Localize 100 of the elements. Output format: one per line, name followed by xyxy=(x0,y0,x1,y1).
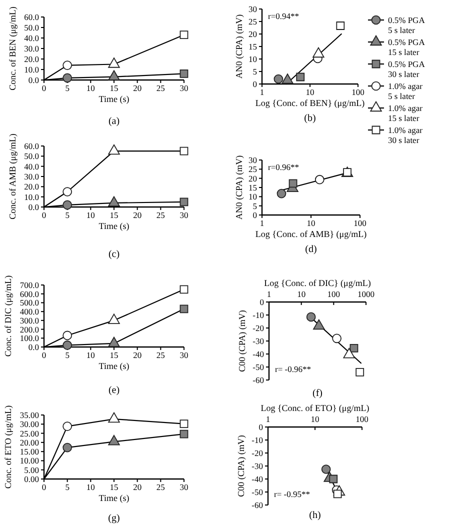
x-tick-label: 1 xyxy=(266,414,270,424)
point xyxy=(180,70,188,78)
x-tick-label: 15 xyxy=(110,350,118,360)
point xyxy=(62,422,72,432)
y-tick-label: -60 xyxy=(252,500,263,510)
annotation: r= -0.96** xyxy=(275,364,311,374)
text: (f) xyxy=(312,388,322,399)
x-tick-label: 0 xyxy=(42,482,46,492)
y-tick-label: 25 xyxy=(248,164,257,174)
y-tick-label: 15 xyxy=(248,42,257,52)
x-tick-label: 10 xyxy=(297,289,306,299)
text: (b) xyxy=(304,113,316,124)
legend-label: 0.5% PGA 5 s later xyxy=(388,15,426,35)
x-tick-label: 100 xyxy=(354,218,366,228)
y-tick-label: 40.0 xyxy=(24,161,39,172)
y-tick-label: 25 xyxy=(248,16,257,26)
x-axis-title: Time (s) xyxy=(98,94,130,104)
y-tick-label: -40 xyxy=(252,349,264,359)
y-tick-label: 25.00 xyxy=(20,428,39,438)
y-tick-label: 0.0 xyxy=(28,75,39,85)
x-tick-label: 1 xyxy=(260,218,264,228)
text: (c) xyxy=(108,249,120,260)
point xyxy=(108,314,120,324)
y-tick-label: 50.0 xyxy=(24,22,39,32)
y-axis-title: AN0 (CPA) (mV) xyxy=(234,155,244,220)
y-tick-label: 50.0 xyxy=(24,151,39,162)
point xyxy=(180,304,188,314)
y-tick-label: -50 xyxy=(252,487,263,497)
legend-label: 0.5% PGA 30 s later xyxy=(388,59,426,79)
y-tick-label: 60.0 xyxy=(24,12,39,22)
x-tick-label: 0 xyxy=(42,83,46,93)
x-tick-label: 25 xyxy=(156,83,165,93)
y-tick-label: 0.0 xyxy=(28,342,39,352)
point xyxy=(62,73,72,83)
point xyxy=(62,187,72,196)
y-tick-label: 700.0 xyxy=(20,280,39,290)
x-axis-title: Log {Conc. of ETO} (μg/mL) xyxy=(260,403,370,413)
point xyxy=(62,330,72,340)
y-tick-label: 20 xyxy=(248,173,257,184)
x-tick-label: 100 xyxy=(352,87,364,97)
legend-label: 1.0% agar 30 s later xyxy=(388,125,423,145)
x-tick-label: 5 xyxy=(65,83,70,93)
text: (a) xyxy=(108,116,120,127)
y-tick-label: 5 xyxy=(252,200,257,211)
x-tick-label: 5 xyxy=(65,210,70,220)
x-axis-title: Time (s) xyxy=(98,361,130,371)
y-tick-label: 0.00 xyxy=(24,474,39,484)
annotation: r=0.96** xyxy=(268,162,299,172)
x-tick-label: 0 xyxy=(42,350,46,360)
y-tick-label: -10 xyxy=(252,310,264,320)
y-tick-label: 20.0 xyxy=(24,54,39,64)
x-axis-title: Log {Conc. of DIC} (μg/mL) xyxy=(264,278,371,288)
x-tick-label: 10 xyxy=(310,414,320,424)
y-tick-label: -20 xyxy=(252,323,264,333)
x-tick-label: 20 xyxy=(133,210,142,220)
point xyxy=(62,60,72,70)
y-tick-label: -50 xyxy=(252,362,264,372)
x-tick-label: 1000 xyxy=(358,289,374,299)
point xyxy=(180,285,188,294)
point xyxy=(108,336,120,348)
y-tick-label: 10.0 xyxy=(24,64,39,74)
y-tick-label: 30 xyxy=(248,155,257,165)
x-tick-label: 10 xyxy=(306,218,316,228)
y-tick-label: 30 xyxy=(248,4,257,14)
text: (h) xyxy=(309,510,321,521)
x-tick-label: 10 xyxy=(306,87,314,97)
y-tick-label: -40 xyxy=(252,474,263,484)
annotation: r=0.94** xyxy=(268,11,299,21)
y-tick-label: -30 xyxy=(252,336,264,346)
x-tick-label: 100 xyxy=(327,289,340,299)
y-tick-label: 35.00 xyxy=(20,410,39,420)
y-tick-label: 200.0 xyxy=(20,324,39,334)
x-tick-label: 10 xyxy=(86,350,95,360)
y-tick-label: 10 xyxy=(248,54,257,64)
y-tick-label: 20 xyxy=(248,29,257,39)
point xyxy=(180,146,188,156)
y-axis-title: Conc. of ETO (μg/mL) xyxy=(3,405,13,489)
x-tick-label: 25 xyxy=(156,210,165,220)
x-tick-label: 1 xyxy=(260,87,264,97)
x-tick-label: 5 xyxy=(65,350,70,360)
y-tick-label: 500.0 xyxy=(20,298,39,308)
y-tick-label: 15.00 xyxy=(20,446,39,457)
x-tick-label: 30 xyxy=(180,83,188,93)
x-tick-label: 1 xyxy=(266,289,272,299)
x-tick-label: 100 xyxy=(356,414,368,424)
x-tick-label: 10 xyxy=(86,83,95,93)
legend-label: 1.0% agar 15 s later xyxy=(388,103,423,123)
y-tick-label: 10 xyxy=(248,192,257,202)
x-tick-label: 20 xyxy=(133,350,142,360)
point xyxy=(180,30,188,40)
y-tick-label: 0 xyxy=(260,297,264,307)
y-axis-title: Conc. of DIC (μg/mL) xyxy=(3,275,13,357)
x-tick-label: 10 xyxy=(86,210,95,220)
annotation: r= -0.95** xyxy=(274,489,310,499)
y-tick-label: 60.0 xyxy=(24,141,39,151)
x-tick-label: 10 xyxy=(86,482,95,492)
y-tick-label: 0.0 xyxy=(28,202,39,212)
point xyxy=(180,198,188,206)
y-tick-label: -30 xyxy=(252,461,263,471)
x-tick-label: 0 xyxy=(42,210,46,220)
